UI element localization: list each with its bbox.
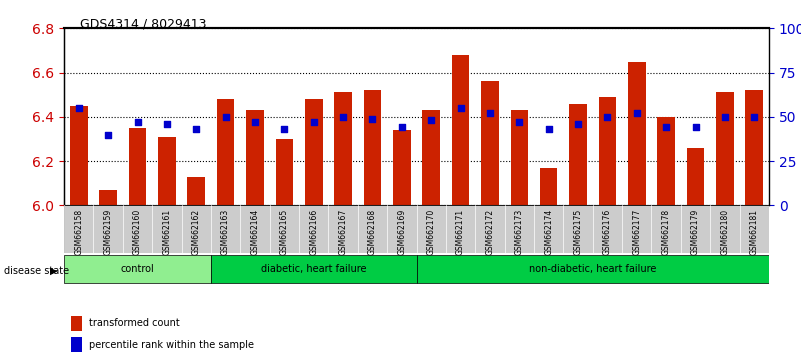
Bar <box>628 62 646 205</box>
Bar <box>364 90 381 205</box>
Bar <box>334 92 352 205</box>
Bar <box>246 110 264 205</box>
Text: GSM662175: GSM662175 <box>574 209 582 255</box>
Text: GSM662158: GSM662158 <box>74 209 83 255</box>
Text: GSM662178: GSM662178 <box>662 209 670 255</box>
Point <box>630 110 643 116</box>
Text: transformed count: transformed count <box>89 318 179 329</box>
Point <box>278 126 291 132</box>
Bar <box>686 148 704 205</box>
Point <box>308 119 320 125</box>
Text: GSM662174: GSM662174 <box>544 209 553 255</box>
Text: GSM662169: GSM662169 <box>397 209 406 255</box>
Text: GSM662163: GSM662163 <box>221 209 230 255</box>
Bar <box>510 110 528 205</box>
Text: GSM662181: GSM662181 <box>750 209 759 255</box>
Bar <box>70 106 87 205</box>
Bar <box>99 190 117 205</box>
Text: GSM662173: GSM662173 <box>515 209 524 255</box>
Bar <box>746 90 763 205</box>
Point <box>601 114 614 120</box>
Text: ▶: ▶ <box>50 266 58 276</box>
Bar <box>64 205 769 253</box>
Text: GSM662159: GSM662159 <box>103 209 113 255</box>
Point <box>718 114 731 120</box>
Point <box>190 126 203 132</box>
Point <box>425 118 437 123</box>
Bar <box>305 99 323 205</box>
Point <box>689 125 702 130</box>
Point <box>366 116 379 121</box>
Text: GSM662167: GSM662167 <box>339 209 348 255</box>
Text: GSM662162: GSM662162 <box>191 209 201 255</box>
Bar <box>64 255 211 283</box>
Point <box>484 110 497 116</box>
Text: GSM662165: GSM662165 <box>280 209 289 255</box>
Text: GSM662170: GSM662170 <box>427 209 436 255</box>
Point <box>131 119 144 125</box>
Bar <box>658 117 675 205</box>
Bar <box>417 255 769 283</box>
Point <box>572 121 585 127</box>
Point <box>102 132 115 137</box>
Text: percentile rank within the sample: percentile rank within the sample <box>89 339 254 350</box>
Point <box>660 125 673 130</box>
Bar <box>211 255 417 283</box>
Text: GSM662179: GSM662179 <box>691 209 700 255</box>
Point <box>542 126 555 132</box>
Point <box>396 125 409 130</box>
Bar <box>276 139 293 205</box>
Text: GSM662176: GSM662176 <box>603 209 612 255</box>
Bar <box>71 316 82 331</box>
Text: GSM662166: GSM662166 <box>309 209 318 255</box>
Text: GSM662161: GSM662161 <box>163 209 171 255</box>
Text: GSM662168: GSM662168 <box>368 209 377 255</box>
Text: GSM662164: GSM662164 <box>251 209 260 255</box>
Bar <box>71 337 82 352</box>
Text: GDS4314 / 8029413: GDS4314 / 8029413 <box>80 18 207 31</box>
Bar <box>393 130 411 205</box>
Text: non-diabetic, heart failure: non-diabetic, heart failure <box>529 264 657 274</box>
Bar <box>452 55 469 205</box>
Point <box>748 114 761 120</box>
Text: GSM662180: GSM662180 <box>720 209 730 255</box>
Bar <box>129 128 147 205</box>
Text: GSM662172: GSM662172 <box>485 209 494 255</box>
Point <box>72 105 85 111</box>
Bar <box>187 177 205 205</box>
Text: control: control <box>121 264 155 274</box>
Point <box>160 121 173 127</box>
Bar <box>598 97 616 205</box>
Text: GSM662177: GSM662177 <box>632 209 642 255</box>
Bar <box>481 81 499 205</box>
Bar <box>540 168 557 205</box>
Text: disease state: disease state <box>4 266 69 276</box>
Text: GSM662171: GSM662171 <box>456 209 465 255</box>
Point <box>336 114 349 120</box>
Bar <box>570 104 587 205</box>
Point <box>454 105 467 111</box>
Bar <box>422 110 440 205</box>
Bar <box>217 99 235 205</box>
Bar <box>158 137 175 205</box>
Text: GSM662160: GSM662160 <box>133 209 142 255</box>
Bar <box>716 92 734 205</box>
Point <box>219 114 232 120</box>
Point <box>248 119 261 125</box>
Point <box>513 119 525 125</box>
Text: diabetic, heart failure: diabetic, heart failure <box>261 264 367 274</box>
